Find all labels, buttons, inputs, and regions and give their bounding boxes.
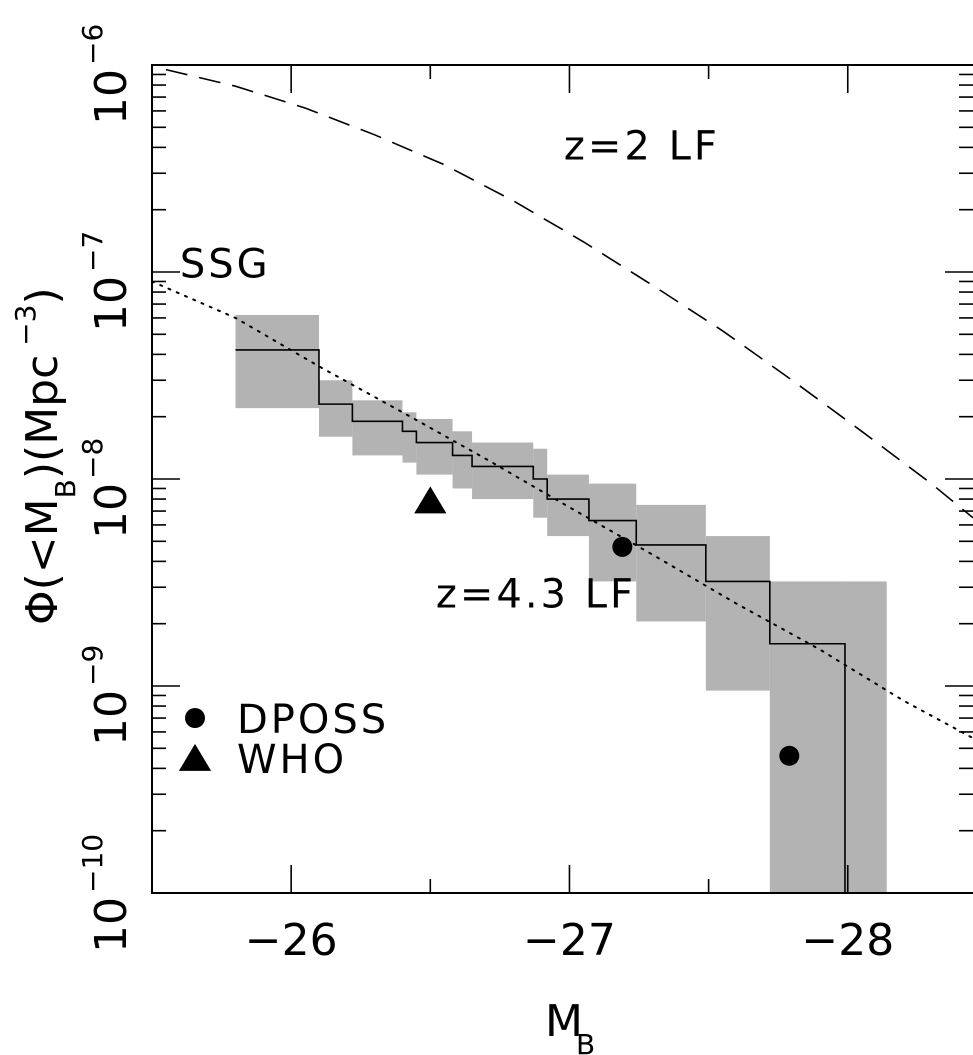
y-tick-exponent: −8 (76, 438, 109, 479)
band-segment (844, 581, 887, 893)
y-tick-base: 10 (86, 276, 137, 332)
z43-error-band (235, 314, 887, 893)
curve-layer (151, 68, 973, 893)
band-segment (472, 442, 534, 500)
data-point-layer (414, 486, 800, 766)
band-segment (416, 418, 453, 475)
y-tick-label: 10−6 (76, 24, 137, 125)
band-segment (588, 483, 637, 582)
legend-who-marker (178, 743, 212, 771)
who-point (414, 486, 447, 514)
band-segment (318, 380, 353, 437)
y-axis-title: Φ(<MB)(Mpc −3) (9, 287, 82, 625)
dposs-point (779, 745, 800, 766)
y-tick-label: 10−7 (76, 231, 137, 332)
y-tick-base: 10 (86, 483, 137, 539)
annotation-label: z=4.3 LF (436, 571, 636, 617)
y-tick-label: 10−10 (76, 834, 137, 953)
x-tick-label: −27 (523, 915, 616, 966)
band-segment (636, 504, 706, 622)
y-tick-exponent: −10 (76, 834, 109, 893)
band-segment (547, 474, 589, 537)
band-segment (452, 431, 473, 489)
y-axis-title-group: Φ(<MB)(Mpc −3) (9, 287, 82, 625)
y-tick-exponent: −9 (76, 645, 109, 686)
y-tick-exponent: −7 (76, 231, 109, 272)
x-axis-title-text: M (545, 996, 583, 1047)
x-axis-title-subscript: B (576, 1028, 595, 1055)
z2-lf-dashed-line (165, 68, 973, 519)
x-axis-title: MB (545, 996, 595, 1055)
annotation-label: z=2 LF (564, 123, 720, 169)
x-tick-label: −26 (245, 915, 338, 966)
annotations: z=2 LF SSG z=4.3 LF (180, 123, 720, 617)
y-tick-label: 10−9 (76, 645, 137, 746)
band-segment (533, 448, 548, 518)
band-segment (352, 400, 403, 456)
y-tick-base: 10 (86, 690, 137, 746)
annotation-label: SSG (180, 242, 271, 288)
legend-label: WHO (237, 737, 347, 783)
tick-marks (151, 64, 973, 894)
band-segment (402, 412, 417, 463)
y-tick-base: 10 (86, 69, 137, 125)
legend-dposs-marker (185, 708, 205, 728)
x-tick-labels: −26 −27 −28 (245, 915, 894, 966)
z43-lf-step-line (235, 349, 846, 893)
y-tick-label: 10−8 (76, 438, 137, 539)
y-axis-title-text: Φ(<MB)(Mpc −3) (9, 287, 82, 625)
band-segment (769, 581, 845, 893)
y-tick-base: 10 (86, 897, 137, 953)
x-tick-label: −28 (801, 915, 894, 966)
band-segment (235, 314, 319, 409)
legend-label: DPOSS (237, 697, 389, 743)
dposs-point (612, 536, 633, 557)
y-tick-exponent: −6 (76, 24, 109, 65)
band-segment (705, 536, 770, 691)
